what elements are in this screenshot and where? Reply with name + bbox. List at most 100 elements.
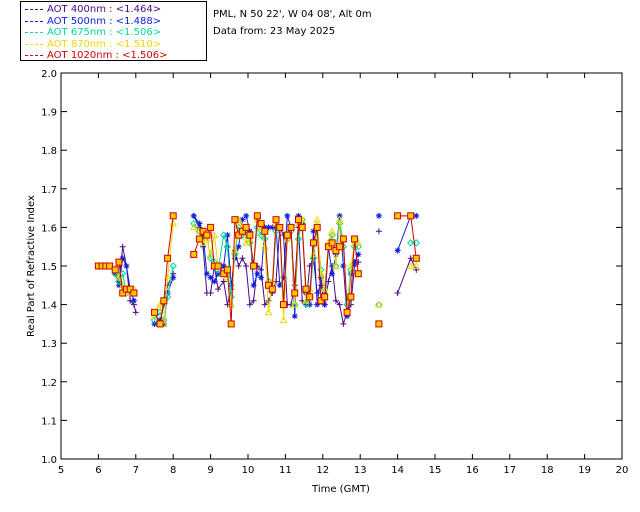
x-tick-label: 19 <box>578 465 591 476</box>
legend-swatch-400nm <box>25 9 43 10</box>
data-point <box>195 235 203 243</box>
data-point <box>354 270 362 278</box>
data-point <box>321 293 329 301</box>
data-point <box>283 231 291 239</box>
data-point <box>412 261 421 269</box>
data-point <box>336 243 344 251</box>
data-point <box>314 301 321 308</box>
y-tick-label: 1.3 <box>41 339 57 350</box>
data-point <box>163 293 172 301</box>
data-point <box>254 270 261 277</box>
data-point <box>169 212 177 220</box>
data-point <box>332 251 339 258</box>
data-point <box>228 282 235 289</box>
data-point <box>219 231 228 239</box>
data-point <box>257 220 265 228</box>
data-point <box>220 263 227 269</box>
x-axis-label: Time (GMT) <box>311 484 370 495</box>
data-point <box>351 259 358 266</box>
data-point <box>394 247 401 254</box>
x-tick-label: 15 <box>429 465 442 476</box>
data-point <box>250 262 258 270</box>
data-point <box>302 296 310 304</box>
x-tick-label: 7 <box>133 465 139 476</box>
series-line <box>397 215 417 251</box>
data-point <box>287 223 295 231</box>
data-point <box>258 274 265 281</box>
legend-label-870nm: AOT 870nm : <1.510> <box>47 38 162 50</box>
legend-item-675nm: AOT 675nm : <1.506> <box>25 27 161 38</box>
data-point <box>207 223 215 231</box>
y-tick-label: 1.8 <box>41 146 57 157</box>
data-point <box>340 320 347 327</box>
data-point <box>223 273 232 281</box>
data-point <box>235 243 242 250</box>
data-point <box>394 212 402 220</box>
y-tick-label: 1.9 <box>41 108 57 119</box>
data-point <box>407 212 415 220</box>
data-point <box>332 297 339 304</box>
data-point <box>279 316 288 323</box>
data-point <box>276 223 284 231</box>
data-point <box>290 300 299 308</box>
data-point <box>214 262 222 270</box>
data-point <box>355 251 362 258</box>
data-point <box>332 262 340 270</box>
data-point <box>115 258 123 266</box>
data-point <box>407 255 414 262</box>
data-point <box>220 278 227 285</box>
legend-swatch-675nm <box>25 32 43 33</box>
data-point <box>235 231 243 239</box>
data-point <box>190 219 198 228</box>
data-point <box>339 235 347 243</box>
data-point <box>246 231 254 239</box>
legend-swatch-870nm <box>25 43 43 45</box>
x-tick-label: 12 <box>316 465 329 476</box>
x-tick-label: 14 <box>391 465 404 476</box>
legend-label-675nm: AOT 675nm : <1.506> <box>47 27 162 38</box>
x-tick-label: 10 <box>242 465 255 476</box>
data-point <box>280 301 288 309</box>
data-point <box>190 212 197 219</box>
data-point <box>412 254 420 262</box>
data-point <box>272 216 280 224</box>
data-point <box>317 297 325 305</box>
series-line <box>154 215 174 326</box>
data-point <box>164 290 171 297</box>
data-point <box>227 320 235 328</box>
data-point <box>328 239 336 247</box>
data-point <box>123 263 130 269</box>
data-point <box>203 234 211 242</box>
legend-label-500nm: AOT 500nm : <1.488> <box>47 15 162 27</box>
data-point <box>224 232 231 239</box>
data-point <box>239 255 246 262</box>
data-point <box>413 212 420 219</box>
data-point <box>280 274 287 281</box>
site-location: PML, N 50 22', W 04 08', Alt 0m <box>213 9 372 20</box>
data-point <box>119 289 127 297</box>
data-point <box>317 282 324 289</box>
data-point <box>336 301 343 308</box>
legend-item-500nm: AOT 500nm : <1.488> <box>25 16 161 27</box>
data-point <box>265 281 273 289</box>
data-point <box>317 274 324 281</box>
data-point <box>115 282 122 289</box>
legend: AOT 400nm : <1.464> AOT 500nm : <1.488> … <box>20 1 207 61</box>
y-tick-label: 1.2 <box>41 378 57 389</box>
data-point <box>215 270 222 277</box>
data-point <box>238 227 246 235</box>
data-point <box>132 309 139 316</box>
x-tick-label: 20 <box>616 465 629 476</box>
legend-swatch-1020nm <box>25 55 43 56</box>
x-tick-label: 8 <box>170 465 176 476</box>
data-point <box>190 250 198 258</box>
data-point <box>291 289 299 297</box>
data-point <box>375 228 382 235</box>
data-point <box>246 234 254 242</box>
data-point <box>328 227 336 235</box>
data-point <box>231 216 239 224</box>
series-line <box>193 214 359 317</box>
data-point <box>210 231 219 239</box>
data-point <box>309 250 318 258</box>
data-point <box>295 212 302 219</box>
